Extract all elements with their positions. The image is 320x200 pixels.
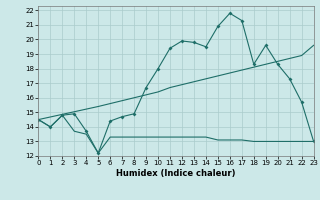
X-axis label: Humidex (Indice chaleur): Humidex (Indice chaleur)	[116, 169, 236, 178]
